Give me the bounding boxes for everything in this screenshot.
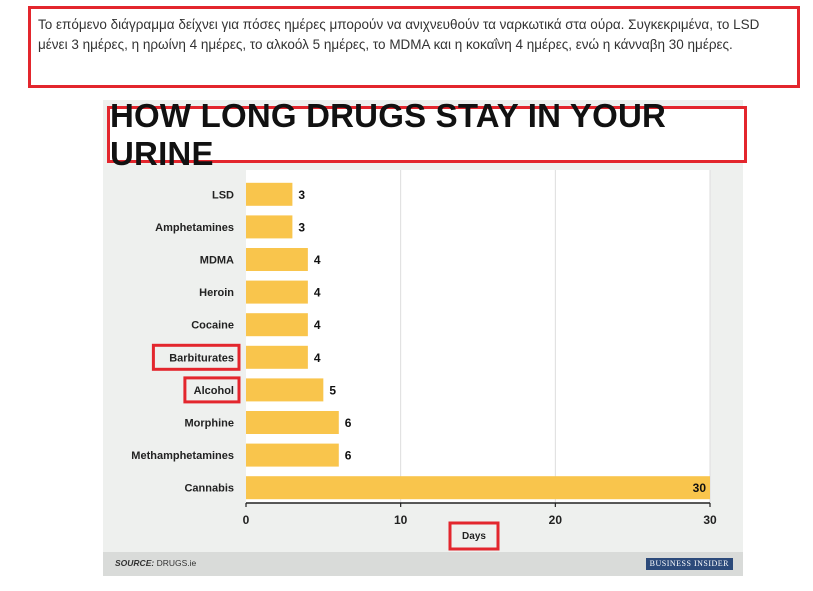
source-note: SOURCE: DRUGS.ie bbox=[115, 558, 196, 568]
highlight-box bbox=[151, 343, 241, 371]
bar bbox=[246, 280, 308, 304]
bar bbox=[246, 411, 339, 434]
bar bbox=[246, 476, 710, 500]
bar bbox=[246, 215, 293, 239]
source-value: DRUGS.ie bbox=[156, 558, 197, 568]
chart-footer: SOURCE: DRUGS.ie BUSINESS INSIDER bbox=[103, 552, 743, 576]
highlight-box bbox=[183, 376, 241, 404]
value-label: 4 bbox=[314, 318, 321, 332]
intro-paragraph: Το επόμενο διάγραμμα δείχνει για πόσες η… bbox=[28, 6, 800, 88]
source-label: SOURCE: bbox=[115, 558, 155, 568]
category-label: MDMA bbox=[200, 255, 234, 267]
value-label: 4 bbox=[314, 253, 321, 267]
value-label: 3 bbox=[298, 188, 305, 202]
value-label: 6 bbox=[345, 416, 352, 430]
x-tick-label: 0 bbox=[243, 513, 250, 527]
value-label: 4 bbox=[314, 286, 321, 300]
value-label: 4 bbox=[314, 351, 321, 365]
bar bbox=[246, 248, 308, 271]
x-tick-label: 20 bbox=[549, 513, 563, 527]
bar bbox=[246, 443, 339, 467]
category-label: Cocaine bbox=[191, 320, 234, 332]
value-label: 6 bbox=[345, 449, 352, 463]
value-label: 5 bbox=[329, 383, 336, 397]
category-label: Methamphetamines bbox=[131, 450, 234, 462]
value-label: 3 bbox=[298, 220, 305, 234]
category-label: Heroin bbox=[199, 287, 234, 299]
value-label: 30 bbox=[693, 481, 707, 495]
category-label: Morphine bbox=[185, 418, 235, 430]
x-tick-label: 10 bbox=[394, 513, 408, 527]
bar bbox=[246, 378, 324, 402]
category-label: Barbiturates bbox=[169, 352, 234, 364]
bar bbox=[246, 182, 293, 206]
bar bbox=[246, 345, 308, 369]
chart-title: HOW LONG DRUGS STAY IN YOUR URINE bbox=[107, 97, 747, 172]
category-label: Alcohol bbox=[194, 385, 234, 397]
brand-logo: BUSINESS INSIDER bbox=[645, 558, 733, 570]
category-label: Amphetamines bbox=[155, 222, 234, 234]
highlight-box bbox=[448, 521, 500, 551]
category-label: Cannabis bbox=[184, 483, 234, 495]
x-tick-label: 30 bbox=[703, 513, 717, 527]
category-label: LSD bbox=[212, 189, 234, 201]
x-axis-label: Days bbox=[462, 531, 486, 542]
bar bbox=[246, 313, 308, 337]
